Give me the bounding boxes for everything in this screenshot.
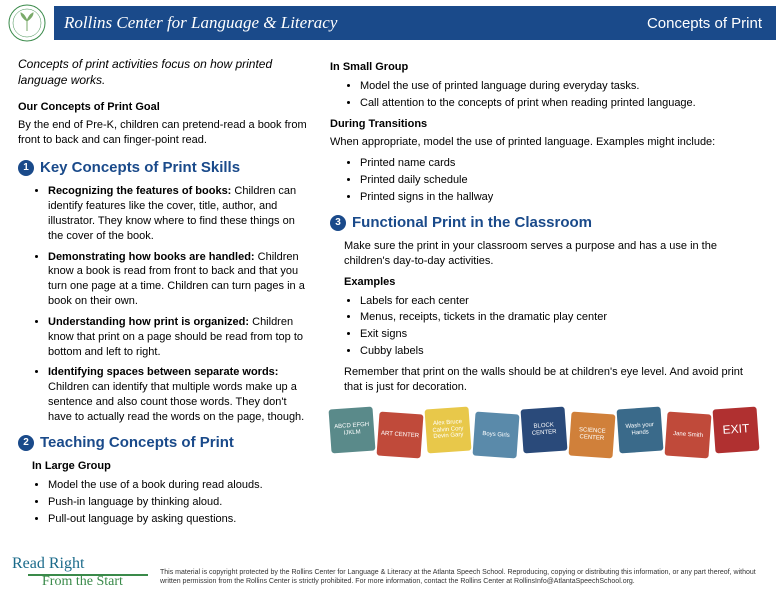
section1-head: 1 Key Concepts of Print Skills	[18, 158, 308, 178]
header-topic: Concepts of Print	[647, 15, 762, 32]
list-item: Printed daily schedule	[360, 173, 758, 188]
classroom-sign-block: Alex Bruce Calvin Cory Devin Gary	[425, 406, 472, 453]
footer-logo: Read Right From the Start	[12, 555, 152, 590]
examples-list: Labels for each center Menus, receipts, …	[330, 294, 758, 359]
section3-note: Remember that print on the walls should …	[344, 365, 758, 395]
list-item: Printed signs in the hallway	[360, 190, 758, 205]
section1-list: Recognizing the features of books: Child…	[18, 184, 308, 425]
classroom-sign-block: Jane Smith	[665, 411, 712, 458]
list-item: Recognizing the features of books: Child…	[48, 184, 308, 243]
list-item: Identifying spaces between separate word…	[48, 365, 308, 424]
copyright-text: This material is copyright protected by …	[160, 569, 764, 590]
transitions-list: Printed name cards Printed daily schedul…	[330, 156, 758, 205]
classroom-sign-block: BLOCK CENTER	[521, 406, 568, 453]
section1-title: Key Concepts of Print Skills	[40, 158, 240, 178]
list-item: Exit signs	[360, 327, 758, 342]
header: Rollins Center for Language & Literacy C…	[0, 0, 776, 46]
section3-head: 3 Functional Print in the Classroom	[330, 213, 758, 233]
transitions-intro: When appropriate, model the use of print…	[330, 135, 758, 150]
list-item: Printed name cards	[360, 156, 758, 171]
large-group-list: Model the use of a book during read alou…	[18, 478, 308, 527]
classroom-sign-block: Boys Girls	[473, 411, 520, 458]
list-item: Model the use of printed language during…	[360, 79, 758, 94]
intro-text: Concepts of print activities focus on ho…	[18, 56, 308, 88]
examples-label: Examples	[344, 275, 758, 290]
read-right-text: Read Right	[12, 555, 152, 573]
classroom-sign-block: EXIT	[713, 406, 760, 453]
section3-intro: Make sure the print in your classroom se…	[344, 239, 758, 269]
list-item: Cubby labels	[360, 344, 758, 359]
footer: Read Right From the Start This material …	[0, 555, 776, 590]
goal-title: Our Concepts of Print Goal	[18, 100, 308, 115]
header-bar: Rollins Center for Language & Literacy C…	[54, 6, 776, 40]
large-group-label: In Large Group	[32, 459, 308, 474]
transitions-label: During Transitions	[330, 117, 758, 132]
list-item: Menus, receipts, tickets in the dramatic…	[360, 310, 758, 325]
org-logo	[0, 0, 54, 46]
classroom-sign-block: ART CENTER	[377, 411, 424, 458]
content: Concepts of print activities focus on ho…	[0, 46, 776, 532]
section1-badge: 1	[18, 160, 34, 176]
classroom-sign-block: ABCD EFGH IJKLM	[329, 406, 376, 453]
section2-title: Teaching Concepts of Print	[40, 433, 234, 453]
classroom-sign-block: Wash your Hands	[617, 406, 664, 453]
list-item: Understanding how print is organized: Ch…	[48, 315, 308, 360]
small-group-list: Model the use of printed language during…	[330, 79, 758, 111]
goal-text: By the end of Pre-K, children can preten…	[18, 118, 308, 148]
right-column: In Small Group Model the use of printed …	[330, 56, 758, 532]
section3-title: Functional Print in the Classroom	[352, 213, 592, 233]
list-item: Demonstrating how books are handled: Chi…	[48, 250, 308, 309]
list-item: Labels for each center	[360, 294, 758, 309]
list-item: Model the use of a book during read alou…	[48, 478, 308, 493]
list-item: Pull-out language by asking questions.	[48, 512, 308, 527]
classroom-sign-block: SCIENCE CENTER	[569, 411, 616, 458]
header-title: Rollins Center for Language & Literacy	[64, 13, 337, 33]
left-column: Concepts of print activities focus on ho…	[18, 56, 308, 532]
from-the-start-text: From the Start	[42, 574, 152, 590]
small-group-label: In Small Group	[330, 60, 758, 75]
list-item: Push-in language by thinking aloud.	[48, 495, 308, 510]
classroom-blocks-illustration: ABCD EFGH IJKLMART CENTERAlex Bruce Calv…	[330, 403, 758, 457]
section3-badge: 3	[330, 215, 346, 231]
section2-head: 2 Teaching Concepts of Print	[18, 433, 308, 453]
section2-badge: 2	[18, 435, 34, 451]
list-item: Call attention to the concepts of print …	[360, 96, 758, 111]
